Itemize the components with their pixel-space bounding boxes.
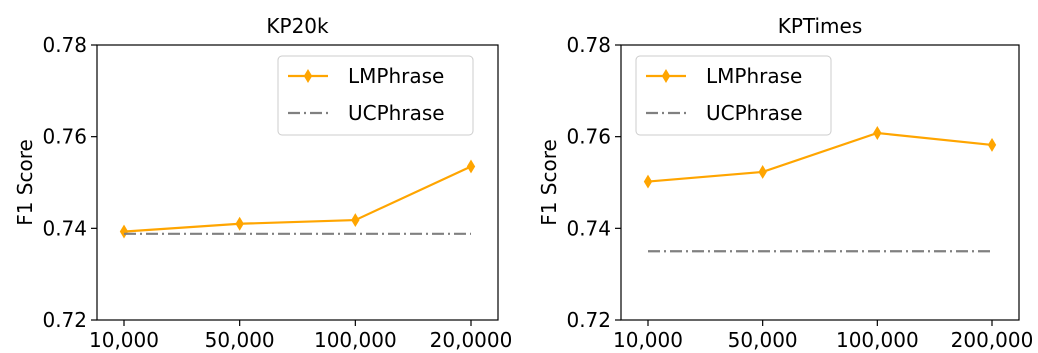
y-tick-label: 0.76 xyxy=(42,125,87,149)
chart-title: KPTimes xyxy=(778,14,863,38)
x-tick-label: 100,000 xyxy=(314,328,397,352)
y-tick-label: 0.74 xyxy=(42,216,87,240)
data-point-lmphrase xyxy=(758,164,767,179)
x-tick-label: 200,000 xyxy=(951,328,1034,352)
legend-label-ucphrase: UCPhrase xyxy=(706,101,803,125)
legend-label-ucphrase: UCPhrase xyxy=(348,101,445,125)
y-tick-label: 0.76 xyxy=(566,125,611,149)
legend-label-lmphrase: LMPhrase xyxy=(706,64,802,88)
data-point-lmphrase xyxy=(643,174,653,189)
plot-frame xyxy=(96,44,499,321)
chart-title: KP20k xyxy=(266,14,329,38)
y-tick-label: 0.72 xyxy=(42,308,87,332)
y-tick-label: 0.78 xyxy=(566,33,611,57)
y-axis-label: F1 Score xyxy=(537,139,561,226)
x-tick-label: 50,000 xyxy=(728,328,798,352)
x-tick-label: 10,000 xyxy=(613,328,683,352)
x-tick-label: 50,000 xyxy=(205,328,275,352)
data-point-lmphrase xyxy=(873,126,882,140)
y-tick-label: 0.72 xyxy=(566,308,611,332)
series-line-lmphrase xyxy=(647,131,993,183)
data-point-lmphrase xyxy=(351,213,360,228)
y-tick-label: 0.78 xyxy=(42,33,87,57)
chart-panel-2: KPTimes F1 Score 0.72 0.74 0.76 0.78 10,000 50,… xyxy=(537,14,1033,352)
series-line-lmphrase xyxy=(123,165,472,233)
x-tick-label: 20,0000 xyxy=(430,328,513,352)
legend-marker xyxy=(661,69,671,83)
legend-label-lmphrase: LMPhrase xyxy=(348,64,444,88)
chart-panel-1: KP20k F1 Score 0.72 0.74 0.76 0.78 10,000 50,00… xyxy=(13,14,512,352)
y-tick-label: 0.74 xyxy=(566,216,611,240)
legend: LMPhrase UCPhrase xyxy=(635,55,832,136)
data-point-lmphrase xyxy=(235,216,244,231)
x-tick-label: 10,000 xyxy=(89,328,159,352)
data-point-lmphrase xyxy=(466,159,476,174)
legend: LMPhrase UCPhrase xyxy=(277,55,474,136)
x-tick-label: 100,000 xyxy=(836,328,919,352)
data-point-lmphrase xyxy=(987,137,997,152)
y-axis-label: F1 Score xyxy=(13,139,37,226)
legend-marker xyxy=(303,69,313,83)
plot-frame xyxy=(620,44,1020,321)
data-point-lmphrase xyxy=(119,224,129,239)
